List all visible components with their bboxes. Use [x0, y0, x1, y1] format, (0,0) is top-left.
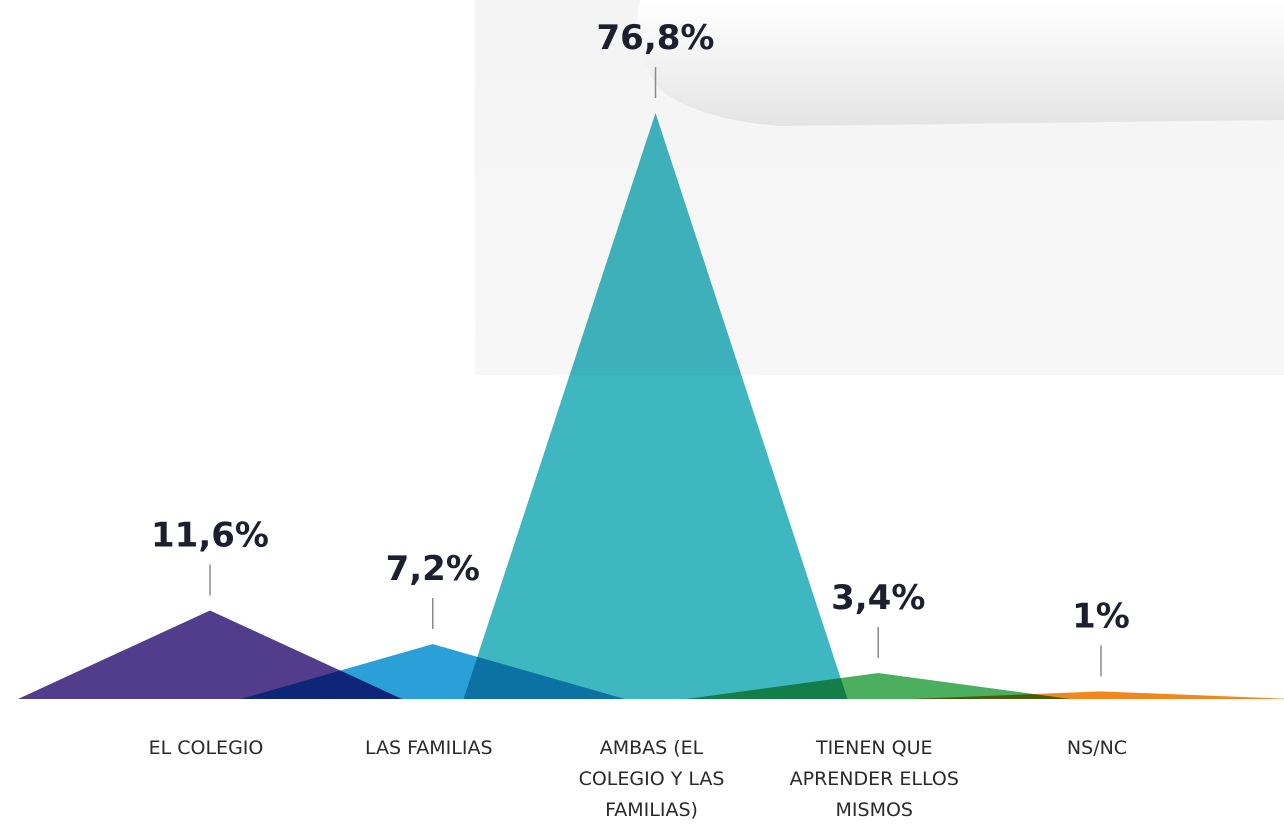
category-label: AMBAS (EL COLEGIO Y LAS FAMILIAS) [557, 733, 747, 826]
value-label: 3,4% [831, 578, 925, 618]
category-label: LAS FAMILIAS [334, 733, 524, 764]
value-label: 11,6% [151, 515, 269, 555]
value-label: 7,2% [386, 549, 480, 589]
category-label: NS/NC [1002, 733, 1192, 764]
category-label: TIENEN QUE APRENDER ELLOS MISMOS [779, 733, 969, 826]
category-label: EL COLEGIO [111, 733, 301, 764]
page: {"chart_data": {"type": "peak", "categor… [0, 0, 1284, 824]
chart: 11,6% 7,2% 76,8% 3,4% 1% [0, 0, 1284, 824]
value-label: 1% [1072, 596, 1130, 636]
value-label: 76,8% [597, 18, 715, 58]
